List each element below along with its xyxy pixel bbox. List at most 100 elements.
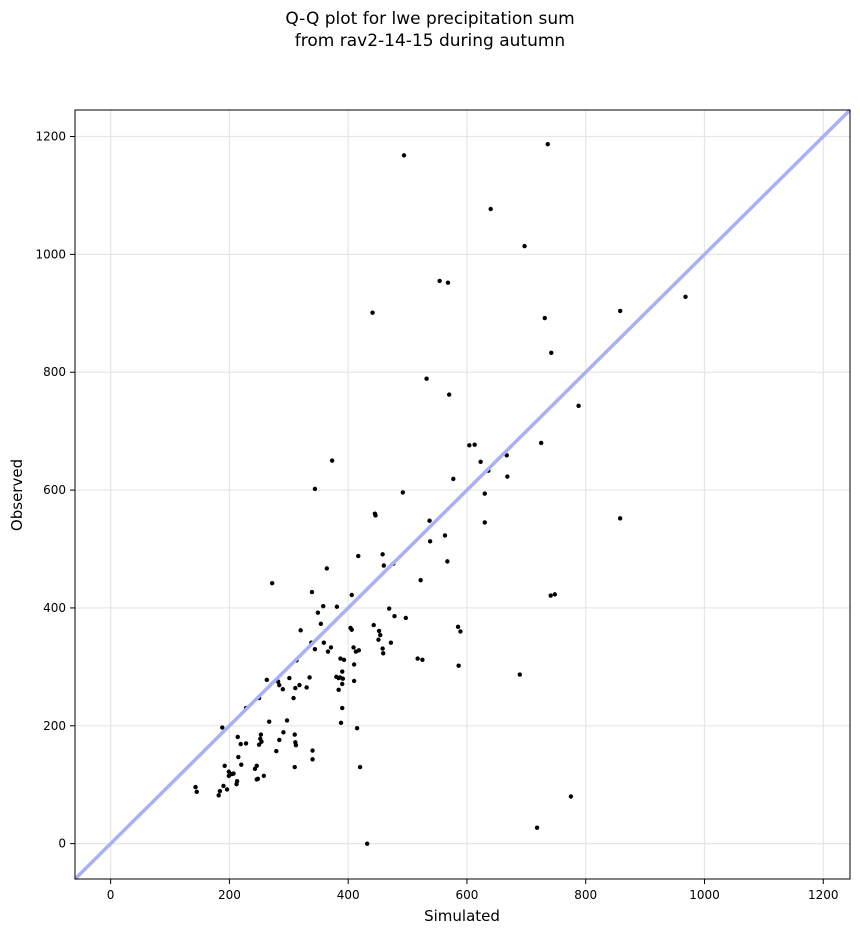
- scatter-point: [309, 589, 315, 595]
- scatter-point: [336, 675, 341, 681]
- scatter-point: [356, 553, 361, 559]
- scatter-point: [349, 627, 354, 632]
- scatter-point: [292, 732, 297, 737]
- scatter-point: [415, 656, 420, 661]
- scatter-point: [318, 621, 324, 627]
- scatter-point: [334, 604, 340, 609]
- scatter-point: [488, 206, 493, 212]
- scatter-point: [239, 762, 244, 767]
- scatter-point: [216, 793, 221, 798]
- scatter-points: [193, 141, 688, 846]
- scatter-point: [194, 789, 199, 794]
- scatter-point: [304, 685, 309, 690]
- scatter-point: [472, 442, 477, 447]
- scatter-point: [458, 629, 463, 634]
- scatter-point: [340, 681, 345, 687]
- scatter-point: [338, 720, 344, 726]
- scatter-point: [401, 153, 407, 158]
- scatter-point: [617, 308, 623, 314]
- scatter-point: [482, 491, 487, 496]
- scatter-point: [504, 453, 509, 458]
- scatter-point: [234, 781, 239, 787]
- scatter-point: [542, 315, 547, 321]
- scatter-point: [386, 606, 392, 611]
- scatter-point: [264, 677, 270, 683]
- scatter-point: [235, 734, 240, 740]
- scatter-point: [226, 769, 232, 774]
- axis-ticks: 0 200 400 600 800 1000 1200 0 200 400 600 800 1000 12…: [35, 130, 838, 902]
- scatter-point: [538, 440, 544, 446]
- scatter-point: [340, 705, 345, 711]
- x-tick-label: 0: [107, 888, 115, 902]
- scatter-point: [545, 141, 550, 147]
- scatter-point: [451, 476, 456, 482]
- scatter-point: [324, 566, 330, 571]
- scatter-point: [221, 783, 226, 789]
- scatter-point: [217, 788, 223, 794]
- scatter-point: [351, 662, 357, 667]
- scatter-point: [552, 592, 558, 597]
- scatter-point: [380, 552, 385, 557]
- y-tick-label: 1200: [35, 130, 66, 144]
- scatter-point: [522, 243, 527, 249]
- scatter-point: [455, 624, 461, 629]
- scatter-point: [467, 443, 472, 448]
- scatter-point: [400, 490, 406, 495]
- scatter-point: [224, 787, 230, 792]
- scatter-point: [297, 682, 302, 688]
- scatter-point: [315, 610, 321, 615]
- scatter-point: [292, 764, 297, 770]
- scatter-point: [287, 675, 292, 681]
- scatter-point: [380, 646, 385, 651]
- scatter-point: [373, 513, 378, 518]
- y-tick-label: 1000: [35, 247, 66, 261]
- scatter-point: [220, 725, 225, 730]
- scatter-point: [340, 676, 346, 681]
- scatter-point: [293, 685, 298, 691]
- scatter-point: [482, 520, 487, 525]
- scatter-point: [243, 741, 249, 746]
- scatter-point: [420, 657, 425, 662]
- scatter-point: [261, 773, 267, 779]
- scatter-point: [238, 741, 243, 747]
- scatter-point: [351, 645, 356, 650]
- scatter-point: [354, 725, 360, 731]
- scatter-point: [437, 278, 442, 284]
- scatter-point: [231, 771, 236, 776]
- scatter-point: [505, 474, 510, 479]
- scatter-point: [258, 732, 264, 737]
- scatter-point: [349, 592, 354, 598]
- scatter-point: [310, 748, 315, 753]
- scatter-point: [312, 486, 318, 492]
- scatter-point: [329, 458, 335, 463]
- scatter-point: [328, 645, 334, 650]
- scatter-point: [445, 280, 451, 285]
- x-tick-label: 800: [574, 888, 597, 902]
- scatter-point: [617, 516, 623, 521]
- scatter-point: [381, 563, 387, 568]
- scatter-point: [281, 730, 286, 735]
- scatter-point: [576, 403, 581, 409]
- scatter-point: [356, 648, 362, 653]
- scatter-point: [424, 376, 429, 381]
- scatter-point: [256, 742, 262, 747]
- scatter-point: [445, 559, 450, 564]
- y-tick-label: 200: [43, 719, 66, 733]
- scatter-point: [388, 640, 394, 645]
- scatter-point: [549, 350, 554, 355]
- y-tick-label: 400: [43, 601, 66, 615]
- x-tick-label: 600: [456, 888, 479, 902]
- scatter-point: [277, 682, 282, 688]
- chart-title-line-2: from rav2-14-15 during autumn: [294, 31, 566, 51]
- plot-frame: [74, 109, 851, 880]
- scatter-point: [274, 748, 279, 754]
- scatter-point: [291, 695, 296, 701]
- scatter-point: [446, 392, 452, 397]
- scatter-point: [252, 766, 258, 772]
- scatter-point: [321, 603, 326, 609]
- scatter-point: [418, 578, 423, 583]
- scatter-point: [370, 310, 375, 315]
- scatter-point: [307, 675, 312, 680]
- reference-line: [73, 108, 852, 881]
- scatter-point: [325, 649, 331, 654]
